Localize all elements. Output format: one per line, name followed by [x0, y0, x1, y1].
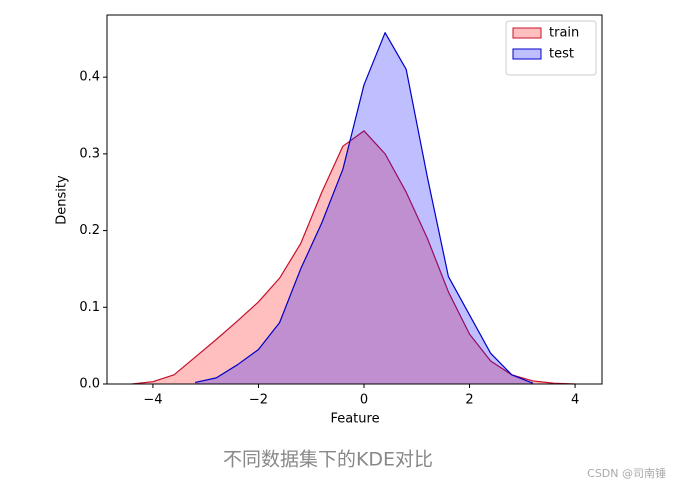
x-tick-label: 4 — [571, 393, 579, 408]
plot-frame — [106, 14, 603, 385]
y-tick-label: 0.0 — [79, 377, 100, 392]
x-tick-label: −4 — [143, 393, 162, 408]
area-fill — [131, 130, 576, 384]
y-tick-label: 0.2 — [79, 223, 100, 238]
watermark: CSDN @司南锤 — [587, 466, 666, 480]
legend-box — [505, 20, 597, 76]
area-fill — [195, 32, 533, 384]
x-tick-label: −2 — [249, 393, 268, 408]
legend-label: train — [549, 26, 579, 41]
legend-label: test — [549, 47, 574, 62]
x-tick-label: 2 — [465, 393, 473, 408]
kde-line — [195, 32, 534, 384]
x-tick-label: 0 — [360, 393, 368, 408]
x-axis-label: Feature — [330, 412, 379, 427]
kde-line — [131, 130, 576, 385]
legend-swatch — [512, 48, 542, 60]
y-tick-label: 0.1 — [79, 300, 100, 315]
legend-swatch — [512, 27, 542, 39]
caption: 不同数据集下的KDE对比 — [223, 449, 433, 471]
y-tick-label: 0.4 — [79, 70, 100, 85]
y-tick-label: 0.3 — [79, 146, 100, 161]
y-axis-label: Density — [55, 175, 70, 225]
